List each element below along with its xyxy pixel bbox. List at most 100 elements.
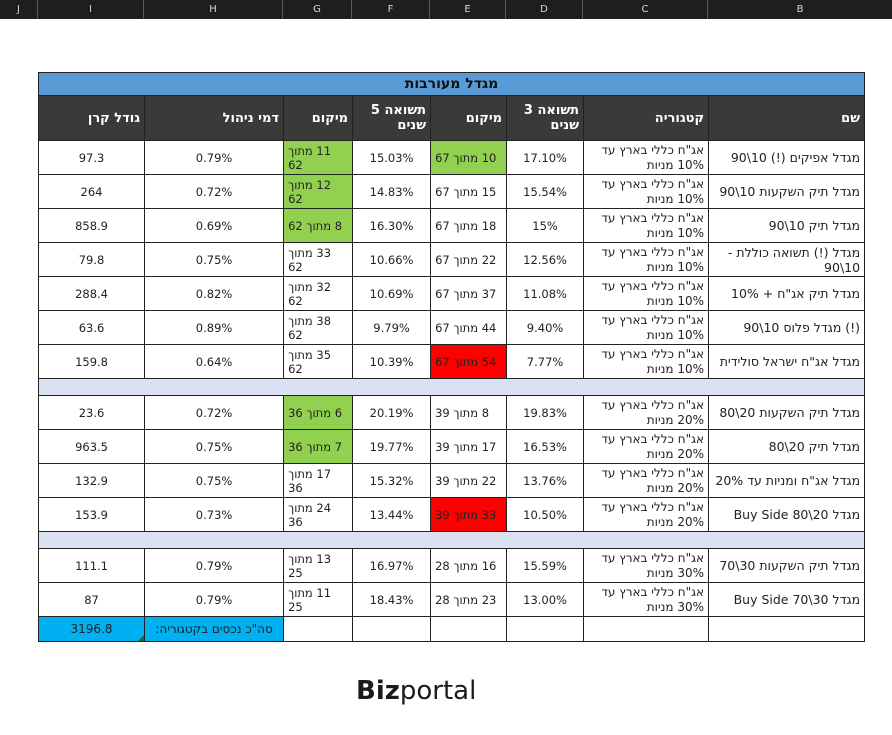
management-fee[interactable]: 0.72% <box>144 395 285 430</box>
fund-name[interactable]: מגדל (!) תשואה כוללת - 10\90 <box>708 242 866 277</box>
header-return-5y[interactable]: תשואה 5 שנים <box>352 95 432 141</box>
header-fund-size[interactable]: גודל קרן <box>37 95 146 141</box>
return-5y[interactable]: 15.32% <box>352 463 432 498</box>
management-fee[interactable]: 0.75% <box>144 429 285 464</box>
rank-5y[interactable]: 7 מתוך 36 <box>283 429 354 464</box>
empty-cell[interactable] <box>506 616 585 642</box>
return-3y[interactable]: 10.50% <box>506 497 585 532</box>
column-header-g[interactable]: G <box>283 0 352 19</box>
rank-3y[interactable]: 33 מתוך 39 <box>430 497 508 532</box>
fund-name[interactable]: (!) מגדל פלוס 10\90 <box>708 310 866 345</box>
header-rank-5y[interactable]: מיקום <box>283 95 354 141</box>
rank-5y[interactable]: 32 מתוך 62 <box>283 276 354 311</box>
empty-cell[interactable] <box>583 616 710 642</box>
empty-cell[interactable] <box>283 616 354 642</box>
fund-name[interactable]: מגדל אג"ח ומניות עד 20% <box>708 463 866 498</box>
fund-size[interactable]: 79.8 <box>37 242 146 277</box>
return-3y[interactable]: 7.77% <box>506 344 585 379</box>
header-return-3y[interactable]: תשואה 3 שנים <box>506 95 585 141</box>
return-5y[interactable]: 15.03% <box>352 140 432 175</box>
return-3y[interactable]: 19.83% <box>506 395 585 430</box>
fund-name[interactable]: מגדל תיק אג"ח + 10% <box>708 276 866 311</box>
management-fee[interactable]: 0.75% <box>144 463 285 498</box>
return-5y[interactable]: 16.97% <box>352 548 432 583</box>
column-header-i[interactable]: I <box>38 0 144 19</box>
fund-size[interactable]: 264 <box>37 174 146 209</box>
rank-3y[interactable]: 8 מתוך 39 <box>430 395 508 430</box>
management-fee[interactable]: 0.64% <box>144 344 285 379</box>
fund-size[interactable]: 23.6 <box>37 395 146 430</box>
fund-category[interactable]: אג"ח כללי בארץ עד 20% מניות <box>583 429 710 464</box>
management-fee[interactable]: 0.69% <box>144 208 285 243</box>
return-3y[interactable]: 15.54% <box>506 174 585 209</box>
return-5y[interactable]: 20.19% <box>352 395 432 430</box>
fund-name[interactable]: מגדל אפיקים (!) 10\90 <box>708 140 866 175</box>
fund-category[interactable]: אג"ח כללי בארץ עד 20% מניות <box>583 497 710 532</box>
column-header-f[interactable]: F <box>352 0 430 19</box>
return-5y[interactable]: 9.79% <box>352 310 432 345</box>
rank-5y[interactable]: 35 מתוך 62 <box>283 344 354 379</box>
fund-size[interactable]: 288.4 <box>37 276 146 311</box>
rank-5y[interactable]: 24 מתוך 36 <box>283 497 354 532</box>
fund-category[interactable]: אג"ח כללי בארץ עד 10% מניות <box>583 208 710 243</box>
column-header-h[interactable]: H <box>144 0 283 19</box>
fund-category[interactable]: אג"ח כללי בארץ עד 10% מניות <box>583 242 710 277</box>
rank-5y[interactable]: 12 מתוך 62 <box>283 174 354 209</box>
fund-category[interactable]: אג"ח כללי בארץ עד 20% מניות <box>583 463 710 498</box>
return-3y[interactable]: 15.59% <box>506 548 585 583</box>
header-rank-3y[interactable]: מיקום <box>430 95 508 141</box>
header-management-fee[interactable]: דמי ניהול <box>144 95 285 141</box>
management-fee[interactable]: 0.82% <box>144 276 285 311</box>
fund-size[interactable]: 153.9 <box>37 497 146 532</box>
rank-3y[interactable]: 54 מתוך 67 <box>430 344 508 379</box>
column-header-b[interactable]: B <box>796 4 804 15</box>
return-3y[interactable]: 13.00% <box>506 582 585 617</box>
fund-size[interactable]: 159.8 <box>37 344 146 379</box>
return-5y[interactable]: 13.44% <box>352 497 432 532</box>
management-fee[interactable]: 0.75% <box>144 242 285 277</box>
return-3y[interactable]: 17.10% <box>506 140 585 175</box>
management-fee[interactable]: 0.89% <box>144 310 285 345</box>
management-fee[interactable]: 0.72% <box>144 174 285 209</box>
fund-name[interactable]: מגדל תיק השקעות 30\70 <box>708 548 866 583</box>
header-name[interactable]: שם <box>708 95 866 141</box>
fund-name[interactable]: מגדל 30\70 Buy Side <box>708 582 866 617</box>
fund-category[interactable]: אג"ח כללי בארץ עד 10% מניות <box>583 140 710 175</box>
return-3y[interactable]: 11.08% <box>506 276 585 311</box>
management-fee[interactable]: 0.79% <box>144 582 285 617</box>
return-3y[interactable]: 9.40% <box>506 310 585 345</box>
rank-5y[interactable]: 17 מתוך 36 <box>283 463 354 498</box>
fund-name[interactable]: מגדל תיק השקעות 20\80 <box>708 395 866 430</box>
fund-size[interactable]: 111.1 <box>37 548 146 583</box>
return-5y[interactable]: 14.83% <box>352 174 432 209</box>
empty-cell[interactable] <box>708 616 866 642</box>
table-title[interactable]: מגדל מעורבות <box>37 72 866 96</box>
rank-5y[interactable]: 38 מתוך 62 <box>283 310 354 345</box>
total-assets-value[interactable]: 3196.8 <box>37 616 146 642</box>
empty-cell[interactable] <box>430 616 508 642</box>
fund-size[interactable]: 963.5 <box>37 429 146 464</box>
column-header-j[interactable]: J <box>0 0 38 19</box>
rank-3y[interactable]: 37 מתוך 67 <box>430 276 508 311</box>
fund-category[interactable]: אג"ח כללי בארץ עד 20% מניות <box>583 395 710 430</box>
rank-3y[interactable]: 17 מתוך 39 <box>430 429 508 464</box>
fund-size[interactable]: 97.3 <box>37 140 146 175</box>
rank-3y[interactable]: 10 מתוך 67 <box>430 140 508 175</box>
column-header-d[interactable]: D <box>506 0 583 19</box>
return-5y[interactable]: 10.39% <box>352 344 432 379</box>
column-header-c[interactable]: C <box>583 0 708 19</box>
fund-name[interactable]: מגדל 20\80 Buy Side <box>708 497 866 532</box>
column-header-e[interactable]: E <box>430 0 506 19</box>
return-3y[interactable]: 12.56% <box>506 242 585 277</box>
return-5y[interactable]: 10.66% <box>352 242 432 277</box>
management-fee[interactable]: 0.73% <box>144 497 285 532</box>
fund-category[interactable]: אג"ח כללי בארץ עד 30% מניות <box>583 582 710 617</box>
rank-3y[interactable]: 22 מתוך 67 <box>430 242 508 277</box>
rank-3y[interactable]: 23 מתוך 28 <box>430 582 508 617</box>
rank-3y[interactable]: 18 מתוך 67 <box>430 208 508 243</box>
fund-category[interactable]: אג"ח כללי בארץ עד 10% מניות <box>583 276 710 311</box>
fund-name[interactable]: מגדל תיק 10\90 <box>708 208 866 243</box>
rank-3y[interactable]: 44 מתוך 67 <box>430 310 508 345</box>
management-fee[interactable]: 0.79% <box>144 548 285 583</box>
return-3y[interactable]: 13.76% <box>506 463 585 498</box>
